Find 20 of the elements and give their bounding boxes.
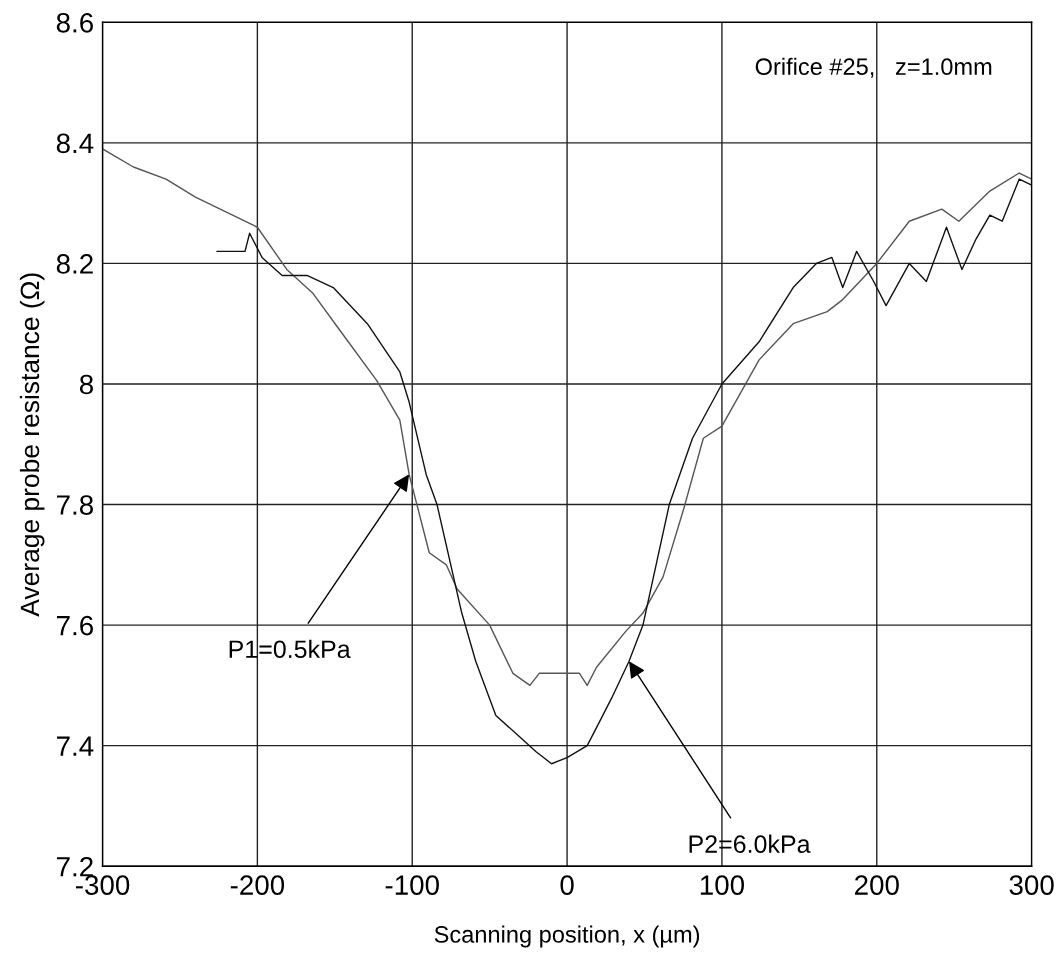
- x-tick-label: -300: [75, 875, 130, 895]
- x-tick-label: 200: [855, 875, 899, 895]
- y-axis-title: Average probe resistance (Ω): [19, 273, 45, 617]
- line-series: [102, 148, 1032, 687]
- line-series: [216, 178, 1032, 765]
- y-tick-label: 8.2: [56, 254, 93, 274]
- annotation: Orifice #25, z=1.0mm: [755, 57, 992, 78]
- x-tick-label: -200: [230, 875, 285, 895]
- x-axis-title: Scanning position, x (µm): [434, 925, 700, 948]
- y-tick-label: 7.8: [57, 495, 93, 515]
- y-tick-label: 7.4: [57, 736, 94, 756]
- y-tick-label: 7.2: [57, 856, 93, 877]
- y-tick-label: 8.4: [56, 133, 94, 154]
- x-tick-label: 0: [560, 875, 574, 895]
- y-tick-label: 8.6: [56, 12, 93, 33]
- x-tick-label: 300: [1009, 875, 1054, 895]
- x-tick-label: 100: [700, 875, 745, 895]
- x-tick-label: -100: [385, 875, 439, 895]
- y-tick-label: 8: [79, 374, 93, 395]
- y-tick-label: 7.6: [57, 615, 93, 636]
